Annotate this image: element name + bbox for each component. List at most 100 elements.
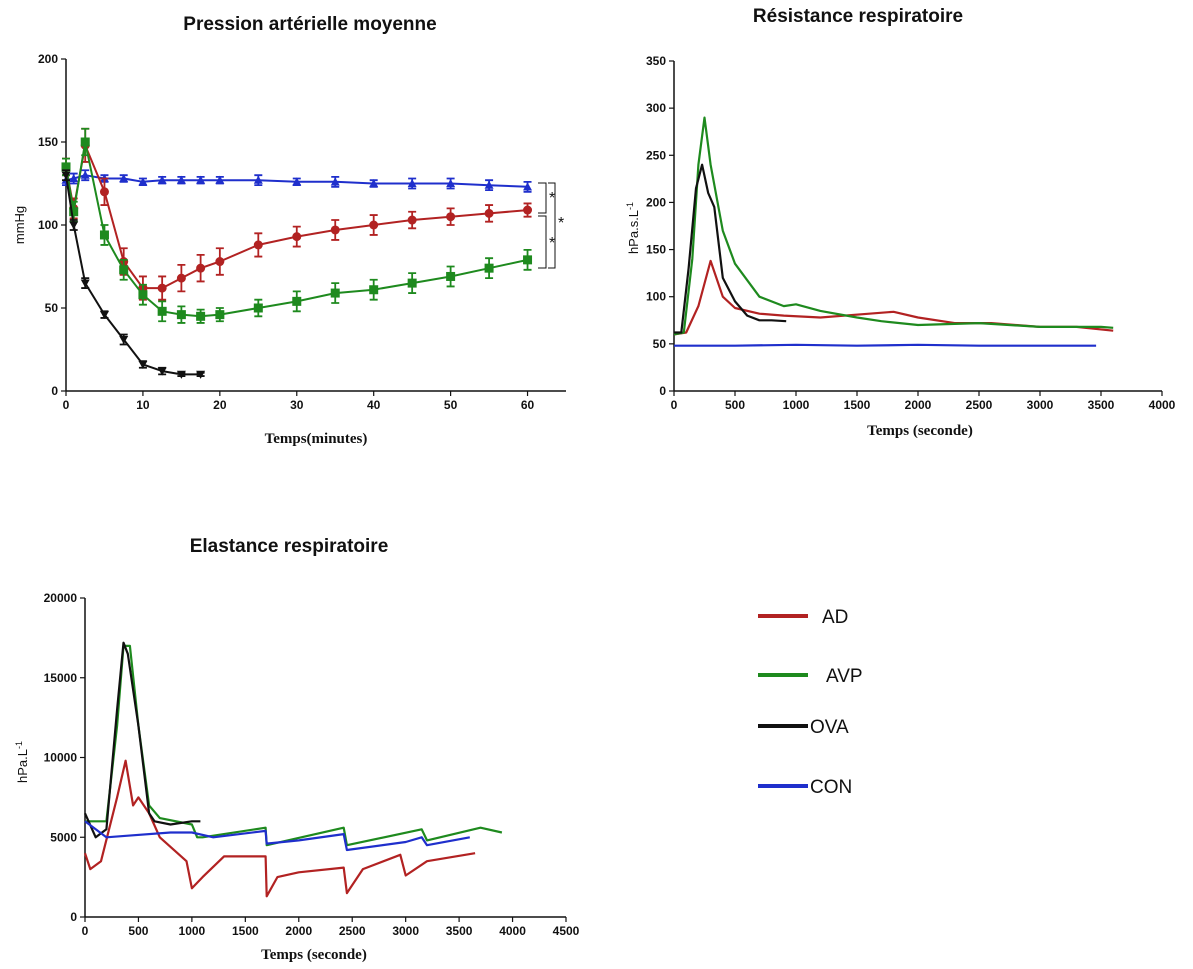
series-line-avp	[85, 644, 503, 847]
data-point	[330, 177, 340, 186]
x-tick-label: 3000	[392, 924, 419, 938]
data-point	[523, 182, 533, 191]
x-tick-label: 2500	[339, 924, 366, 938]
legend-item-ova: OVA	[758, 717, 849, 738]
y-tick-label: 10000	[44, 751, 78, 765]
y-axis-label: mmHg	[12, 206, 27, 244]
x-tick-label: 500	[725, 398, 745, 412]
data-point	[446, 179, 456, 188]
axes: 0 5000 10000 15000 20000 0 500 1000 1500 2000 2500…	[44, 591, 580, 938]
y-tick-label: 15000	[44, 671, 78, 685]
data-point	[61, 171, 71, 180]
data-point	[119, 265, 129, 275]
y-tick-label: 250	[646, 148, 666, 162]
series-line-ova	[674, 163, 787, 334]
y-tick-label: 100	[646, 290, 666, 304]
series-line-avp	[65, 141, 528, 318]
data-point	[99, 230, 109, 240]
x-tick-label: 2000	[285, 924, 312, 938]
plot-area	[83, 641, 503, 898]
chart-title: Pression artérielle moyenne	[183, 14, 436, 35]
chart-title: Résistance respiratoire	[753, 6, 963, 27]
chart-elastance-respiratoire: Elastance respiratoire 05000100001500020…	[14, 536, 580, 963]
data-point	[138, 177, 148, 186]
data-point	[407, 278, 417, 288]
x-tick-label: 2500	[966, 398, 993, 412]
y-tick-label: 0	[70, 910, 77, 924]
x-tick-label: 20	[213, 398, 227, 412]
x-tick-label: 4000	[1149, 398, 1176, 412]
legend-item-avp: AVP	[758, 666, 863, 687]
data-point	[253, 303, 263, 313]
x-tick-label: 10	[136, 398, 150, 412]
y-tick-label: 5000	[50, 830, 77, 844]
y-tick-label: 100	[38, 218, 58, 232]
x-tick-label: 3500	[446, 924, 473, 938]
data-point	[176, 310, 186, 320]
data-point	[407, 179, 417, 188]
bracket-con-avp	[548, 182, 556, 269]
data-point	[157, 175, 167, 184]
y-tick-label: 200	[38, 52, 58, 66]
data-point	[292, 177, 302, 186]
data-point	[80, 137, 90, 147]
x-tick-label: 3000	[1027, 398, 1054, 412]
data-point	[138, 290, 148, 300]
series-line-ad	[83, 759, 476, 898]
data-point	[176, 175, 186, 184]
significance-star: *	[549, 235, 555, 252]
data-point	[446, 212, 456, 222]
data-point	[176, 273, 186, 283]
data-point	[176, 370, 186, 379]
x-tick-label: 1500	[232, 924, 259, 938]
x-tick-label: 4000	[499, 924, 526, 938]
x-tick-label: 500	[128, 924, 148, 938]
series-line-avp	[673, 116, 1114, 336]
data-point	[330, 288, 340, 298]
chart-pression-arterielle: Pression artérielle moyenne 050100150200…	[12, 14, 566, 447]
data-point	[446, 271, 456, 281]
series-line-con	[674, 343, 1097, 347]
data-point	[69, 221, 79, 230]
plot-area	[673, 116, 1114, 347]
y-tick-label: 350	[646, 54, 666, 68]
data-point	[69, 174, 79, 183]
y-tick-label: 0	[659, 384, 666, 398]
data-point	[484, 180, 494, 189]
x-tick-label: 4500	[553, 924, 580, 938]
significance-star: *	[549, 190, 555, 207]
legend-label: AVP	[826, 666, 863, 687]
significance-brackets: * * *	[538, 182, 564, 269]
legend-label: AD	[822, 607, 848, 628]
plot-area	[61, 127, 533, 379]
y-tick-label: 50	[653, 337, 667, 351]
bracket-con-ad	[538, 182, 547, 214]
x-tick-label: 1500	[844, 398, 871, 412]
bracket-ad-avp	[538, 215, 547, 269]
y-axis-label: hPa.L-1	[14, 741, 30, 783]
chart-resistance-respiratoire: Résistance respiratoire 0 50 100 150 200 250 3…	[625, 6, 1176, 439]
data-point	[215, 257, 225, 267]
y-tick-label: 20000	[44, 591, 78, 605]
data-point	[369, 179, 379, 188]
y-axis-label: hPa.s.L-1	[625, 202, 641, 254]
x-tick-label: 0	[63, 398, 70, 412]
series-line-ad	[65, 144, 528, 290]
x-axis-label: Temps (seconde)	[261, 947, 367, 963]
legend-item-ad: AD	[758, 607, 848, 628]
significance-star: *	[558, 215, 564, 232]
x-tick-label: 1000	[179, 924, 206, 938]
data-point	[80, 279, 90, 288]
legend-label: OVA	[810, 717, 849, 738]
axes: 0 50 100 150 200 0 10 20 30 40 50 60	[38, 52, 566, 412]
data-point	[157, 306, 167, 316]
x-tick-label: 3500	[1088, 398, 1115, 412]
legend-item-con: CON	[758, 777, 852, 798]
data-point	[196, 263, 206, 273]
x-axis-label: Temps (seconde)	[867, 423, 973, 439]
x-tick-label: 50	[444, 398, 458, 412]
x-axis-label: Temps(minutes)	[265, 431, 368, 447]
x-tick-label: 60	[521, 398, 535, 412]
x-tick-label: 30	[290, 398, 304, 412]
data-point	[99, 187, 109, 197]
